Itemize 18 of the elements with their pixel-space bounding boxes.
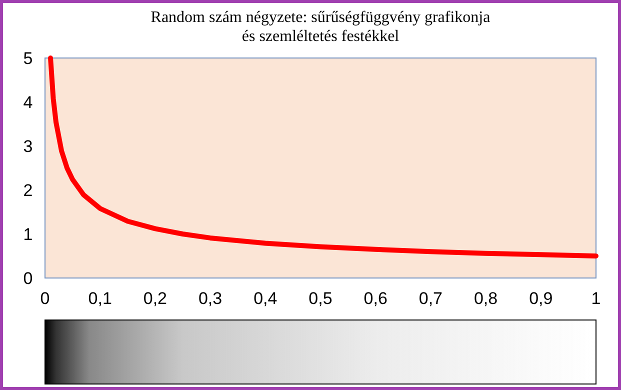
y-tick-label: 0	[23, 269, 33, 288]
x-tick-label: 0,4	[254, 289, 278, 308]
x-tick-label: 1	[591, 289, 601, 308]
x-tick-label: 0,8	[474, 289, 498, 308]
x-tick-label: 0,6	[364, 289, 388, 308]
x-tick-label: 0,2	[143, 289, 168, 308]
x-tick-label: 0,3	[198, 289, 222, 308]
y-tick-label: 1	[23, 225, 33, 244]
x-tick-label: 0,7	[418, 289, 443, 308]
y-tick-label: 5	[23, 49, 33, 68]
x-tick-label: 0	[40, 289, 50, 308]
x-tick-label: 0,5	[308, 289, 332, 308]
x-tick-label: 0,9	[529, 289, 553, 308]
chart-title: Random szám négyzete: sűrűségfüggvény grafikonja és szemléltetés festékkel	[150, 9, 490, 45]
y-tick-label: 4	[23, 93, 33, 112]
y-tick-label: 3	[23, 137, 33, 156]
y-tick-label: 2	[23, 181, 33, 200]
x-tick-label: 0,1	[88, 289, 112, 308]
